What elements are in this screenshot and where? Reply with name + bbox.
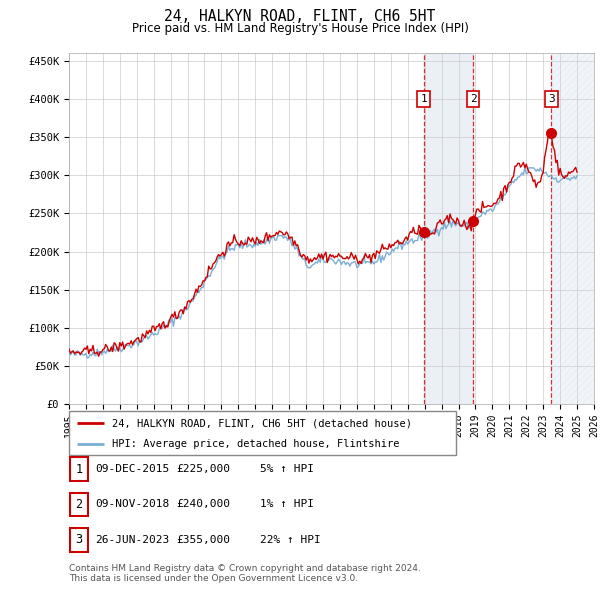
Text: £355,000: £355,000 <box>176 535 230 545</box>
Text: 26-JUN-2023: 26-JUN-2023 <box>95 535 169 545</box>
Text: HPI: Average price, detached house, Flintshire: HPI: Average price, detached house, Flin… <box>112 438 399 448</box>
Text: 09-DEC-2015: 09-DEC-2015 <box>95 464 169 474</box>
Text: £225,000: £225,000 <box>176 464 230 474</box>
Bar <box>551 53 594 404</box>
Text: 1: 1 <box>420 94 427 104</box>
FancyBboxPatch shape <box>70 493 88 516</box>
FancyBboxPatch shape <box>69 411 456 455</box>
Text: £240,000: £240,000 <box>176 500 230 509</box>
Text: 1: 1 <box>76 463 82 476</box>
Text: Price paid vs. HM Land Registry's House Price Index (HPI): Price paid vs. HM Land Registry's House … <box>131 22 469 35</box>
Text: 1% ↑ HPI: 1% ↑ HPI <box>260 500 314 509</box>
Text: 24, HALKYN ROAD, FLINT, CH6 5HT: 24, HALKYN ROAD, FLINT, CH6 5HT <box>164 9 436 24</box>
Text: 5% ↑ HPI: 5% ↑ HPI <box>260 464 314 474</box>
Text: 3: 3 <box>548 94 555 104</box>
Text: 22% ↑ HPI: 22% ↑ HPI <box>260 535 320 545</box>
FancyBboxPatch shape <box>70 457 88 481</box>
FancyBboxPatch shape <box>70 528 88 552</box>
Text: 3: 3 <box>76 533 82 546</box>
Text: 2: 2 <box>76 498 82 511</box>
Text: Contains HM Land Registry data © Crown copyright and database right 2024.
This d: Contains HM Land Registry data © Crown c… <box>69 563 421 583</box>
Text: 09-NOV-2018: 09-NOV-2018 <box>95 500 169 509</box>
Text: 2: 2 <box>470 94 476 104</box>
Text: 24, HALKYN ROAD, FLINT, CH6 5HT (detached house): 24, HALKYN ROAD, FLINT, CH6 5HT (detache… <box>112 418 412 428</box>
Bar <box>424 53 473 404</box>
